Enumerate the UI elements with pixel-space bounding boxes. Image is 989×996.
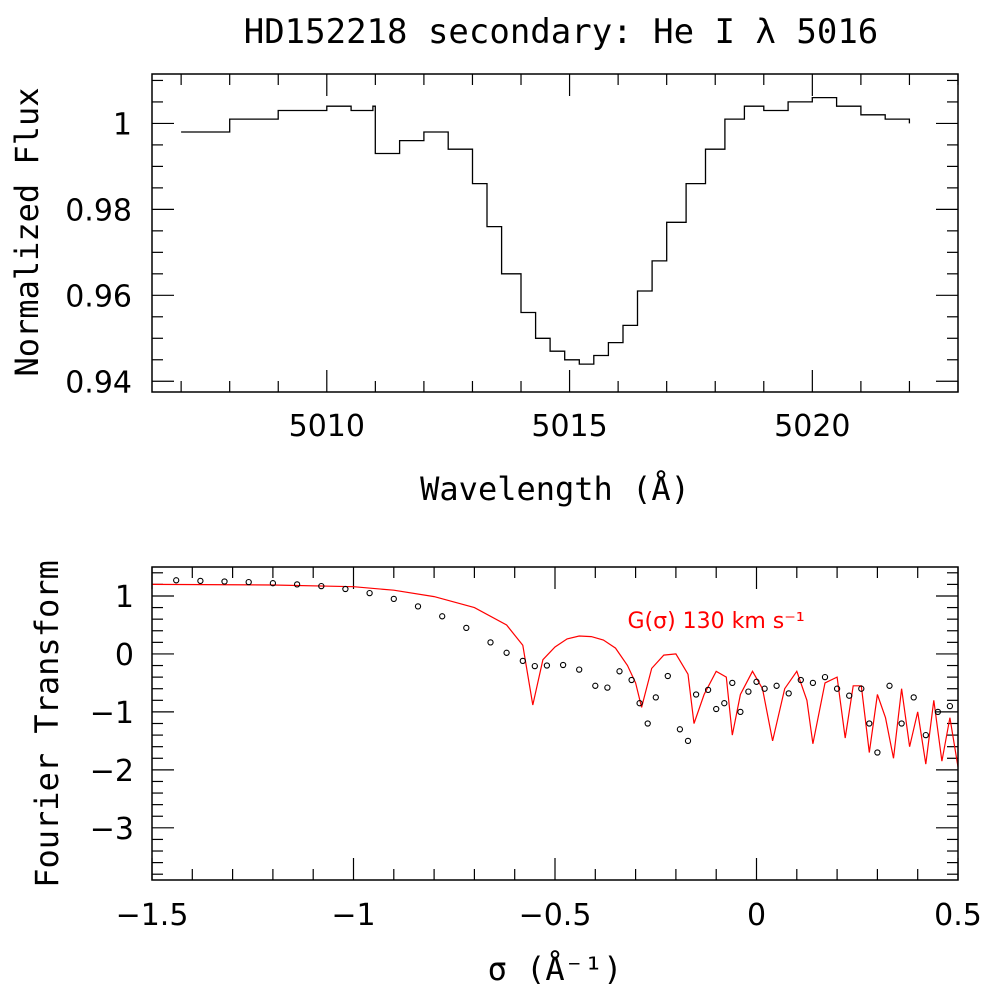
bottom-ft-point (898, 720, 905, 727)
bottom-x-tick-label: −1.5 (116, 898, 189, 933)
bottom-ft-point (221, 578, 228, 585)
bottom-ft-point (559, 661, 567, 669)
bottom-ft-point (922, 731, 929, 739)
bottom-ft-point (866, 720, 873, 727)
bottom-ft-point (390, 595, 397, 603)
bottom-ft-point (197, 577, 204, 585)
top-chart-series (181, 96, 911, 365)
bottom-x-tick-label: 0 (747, 898, 766, 933)
bottom-ft-point (797, 676, 804, 684)
top-chart-ticks (152, 74, 959, 392)
top-y-tick-label: 1 (113, 107, 132, 142)
bottom-ft-point (745, 688, 752, 695)
bottom-ft-point (874, 749, 881, 756)
bottom-ft-point (644, 720, 651, 727)
bottom-y-tick-label: −1 (90, 696, 134, 731)
bottom-ft-point (414, 603, 422, 610)
bottom-x-tick-label: 0.5 (934, 898, 982, 933)
top-x-tick-label: 5010 (289, 409, 365, 444)
bottom-ft-point (576, 666, 583, 673)
bottom-x-tick-label: −1 (331, 898, 375, 933)
bottom-ft-point (713, 705, 720, 713)
bottom-chart-x-axis-label: σ (Å⁻¹) (488, 950, 623, 988)
top-chart-y-axis-label: Normalized Flux (8, 88, 46, 377)
bottom-ft-point (676, 726, 684, 733)
bottom-ft-point (729, 679, 736, 687)
bottom-ft-point (946, 702, 954, 710)
bottom-y-tick-label: 1 (115, 580, 134, 615)
bottom-ft-point (753, 678, 760, 685)
bottom-ft-point (487, 639, 494, 646)
bottom-ft-point (692, 691, 700, 698)
bottom-ft-point (592, 682, 599, 689)
bottom-ft-point (342, 585, 349, 593)
bottom-ft-point (858, 685, 865, 692)
top-flux-series-line (181, 96, 911, 365)
bottom-ft-point (366, 589, 373, 597)
bottom-ft-point (821, 673, 829, 681)
bottom-ft-point (721, 700, 728, 707)
bottom-ft-point (833, 685, 841, 692)
bottom-ft-point (761, 685, 768, 692)
bottom-chart-series (151, 577, 959, 768)
bottom-ft-point (846, 692, 853, 699)
bottom-chart-tick-labels: −1.5 −1 −0.5 0 0.5 −3 −2 −1 0 1 (90, 580, 982, 933)
top-x-tick-label: 5015 (531, 409, 607, 444)
bottom-ft-point (519, 657, 526, 665)
bottom-chart-annotation: G(σ) 130 km s⁻¹ (628, 609, 805, 634)
top-chart-tick-labels: 5010 5015 5020 0.94 0.96 0.98 1 (65, 107, 850, 444)
top-chart-title: HD152218 secondary: He I λ 5016 (244, 12, 879, 52)
top-chart-frame (151, 73, 959, 393)
top-y-tick-label: 0.98 (65, 193, 132, 228)
bottom-ft-point (616, 668, 623, 675)
top-chart-x-axis-label: Wavelength (Å) (420, 470, 690, 508)
bottom-ft-point (773, 682, 780, 689)
bottom-ft-point (269, 580, 277, 587)
bottom-chart-frame (151, 566, 959, 881)
bottom-y-tick-label: 0 (115, 638, 134, 673)
bottom-x-tick-label: −0.5 (519, 898, 592, 933)
bottom-ft-point (503, 649, 510, 656)
bottom-ft-point (543, 662, 551, 669)
bottom-ft-point (934, 708, 942, 716)
bottom-ft-point (245, 578, 252, 586)
top-y-tick-label: 0.94 (65, 365, 132, 400)
top-y-tick-label: 0.96 (65, 279, 132, 314)
bottom-ft-point (604, 684, 611, 691)
bottom-ft-point (293, 581, 301, 588)
bottom-ft-point (886, 682, 893, 689)
bottom-ft-point (628, 676, 635, 684)
bottom-chart-ticks (151, 567, 959, 880)
bottom-y-tick-label: −3 (90, 812, 134, 847)
bottom-ft-point (636, 700, 643, 707)
bottom-ft-point (684, 737, 692, 745)
bottom-ft-point (439, 613, 446, 620)
bottom-ft-point (910, 694, 917, 701)
bottom-ft-point (737, 708, 744, 716)
bottom-ft-point (318, 582, 325, 590)
bottom-ft-point (652, 694, 659, 701)
bottom-ft-point (704, 686, 712, 694)
bottom-ft-point (173, 577, 180, 584)
top-x-tick-label: 5020 (774, 409, 850, 444)
bottom-ft-point (809, 679, 817, 687)
bottom-model-series-line (151, 583, 959, 768)
bottom-ft-point (785, 690, 792, 697)
bottom-ft-point (463, 624, 470, 632)
bottom-chart-y-axis-label: Fourier Transform (28, 560, 66, 888)
bottom-ft-point (531, 662, 538, 670)
bottom-ft-point (664, 672, 671, 680)
bottom-y-tick-label: −2 (90, 754, 134, 789)
